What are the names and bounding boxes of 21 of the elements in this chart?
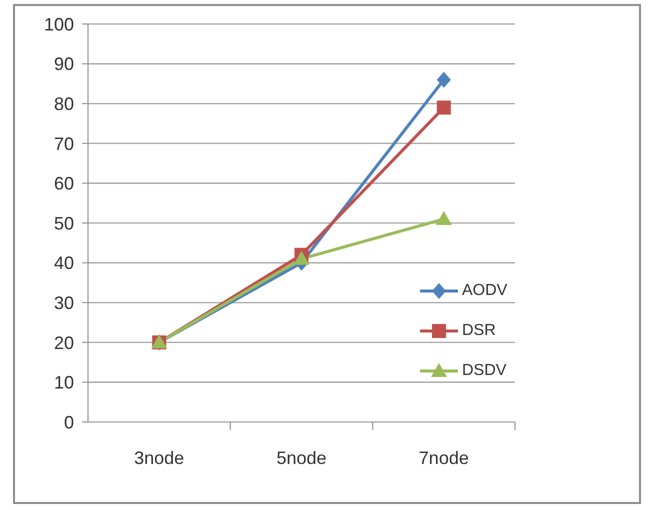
y-tick-label: 10 [54,372,74,393]
x-tick-label: 3node [134,448,184,468]
legend-label: DSR [462,322,496,340]
y-tick-label: 50 [54,213,74,234]
point [436,211,452,226]
y-tick-label: 100 [44,14,74,34]
x-tick-label: 5node [276,448,327,468]
legend-label: AODV [462,282,508,300]
y-tick-label: 90 [54,54,74,74]
legend-label: DSDV [462,362,506,380]
point [436,100,451,115]
y-tick-label: 60 [54,174,74,194]
y-tick-label: 70 [54,134,74,154]
point [294,250,310,265]
y-tick-label: 40 [54,253,74,274]
y-tick-label: 20 [54,332,74,353]
x-tick-label: 7node [418,448,469,468]
y-tick-label: 0 [64,412,74,432]
y-tick-label: 30 [54,292,74,313]
point [436,72,451,88]
y-tick-label: 80 [54,94,74,114]
